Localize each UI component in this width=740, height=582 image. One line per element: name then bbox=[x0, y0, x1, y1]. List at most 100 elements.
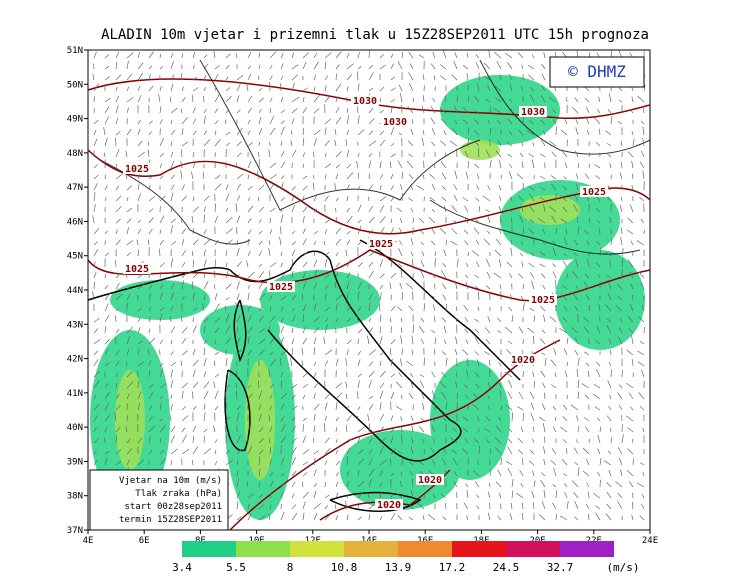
wind-arrow bbox=[137, 437, 143, 444]
wind-arrow bbox=[440, 118, 447, 125]
wind-arrow bbox=[451, 74, 458, 81]
wind-arrow bbox=[509, 163, 513, 169]
wind-arrow bbox=[432, 438, 436, 444]
wind-arrow bbox=[302, 384, 308, 389]
wind-arrow bbox=[159, 313, 163, 323]
wind-arrow bbox=[488, 50, 491, 59]
wind-arrow bbox=[104, 414, 111, 422]
wind-arrow bbox=[192, 446, 199, 455]
wind-arrow bbox=[148, 449, 153, 455]
wind-arrow bbox=[268, 248, 271, 257]
wind-arrow bbox=[617, 284, 623, 290]
wind-arrow bbox=[442, 50, 447, 59]
wind-arrow bbox=[313, 259, 318, 268]
wind-arrow bbox=[642, 471, 645, 477]
wind-arrow bbox=[280, 120, 285, 125]
wind-arrow bbox=[368, 261, 373, 268]
wind-arrow bbox=[291, 64, 299, 70]
wind-arrow bbox=[346, 272, 351, 279]
colorbar-swatch bbox=[182, 541, 236, 557]
wind-arrow bbox=[454, 280, 458, 290]
wind-arrow bbox=[423, 515, 425, 521]
wind-arrow bbox=[640, 218, 645, 224]
wind-arrow bbox=[594, 117, 601, 125]
wind-arrow bbox=[148, 328, 151, 334]
wind-arrow bbox=[181, 272, 187, 279]
wind-arrow bbox=[357, 306, 362, 312]
wind-arrow bbox=[455, 306, 458, 312]
wind-arrow bbox=[225, 358, 228, 367]
wind-arrow bbox=[563, 176, 568, 180]
wind-arrow bbox=[115, 426, 121, 433]
wind-arrow bbox=[357, 204, 362, 213]
borders bbox=[99, 59, 651, 255]
wind-arrow bbox=[610, 115, 613, 125]
wind-arrow bbox=[291, 249, 296, 257]
wind-arrow bbox=[574, 516, 579, 521]
wind-arrow bbox=[357, 115, 360, 125]
wind-arrow bbox=[552, 119, 557, 125]
wind-arrow bbox=[605, 513, 612, 521]
wind-arrow bbox=[104, 383, 108, 389]
wind-arrow bbox=[192, 382, 199, 389]
wind-arrow bbox=[609, 163, 612, 169]
wind-arrow bbox=[324, 229, 328, 235]
wind-arrow bbox=[539, 251, 546, 257]
wind-arrow bbox=[379, 54, 384, 59]
wind-arrow bbox=[476, 184, 480, 191]
wind-arrow bbox=[559, 426, 568, 433]
wind-arrow bbox=[398, 84, 403, 92]
wind-arrow bbox=[225, 227, 233, 235]
wind-arrow bbox=[379, 130, 385, 136]
wind-arrow bbox=[324, 448, 331, 455]
wind-arrow bbox=[335, 427, 337, 433]
wind-arrow bbox=[594, 384, 601, 389]
wind-arrow bbox=[257, 196, 260, 202]
wind-arrow bbox=[627, 151, 634, 158]
colorbar-swatch bbox=[236, 541, 290, 557]
wind-arrow bbox=[335, 73, 337, 81]
wind-arrow bbox=[357, 359, 361, 367]
wind-arrow bbox=[475, 141, 480, 147]
wind-arrow bbox=[225, 109, 230, 114]
wind-arrow bbox=[126, 52, 134, 59]
wind-arrow bbox=[236, 412, 240, 422]
wind-arrow bbox=[268, 240, 271, 246]
wind-arrow bbox=[575, 173, 579, 180]
wind-arrow bbox=[530, 402, 535, 411]
wind-arrow bbox=[471, 250, 480, 257]
wind-arrow bbox=[137, 317, 141, 323]
wind-arrow bbox=[504, 371, 513, 378]
wind-arrow bbox=[192, 196, 195, 202]
wind-arrow bbox=[126, 207, 133, 213]
wind-arrow bbox=[462, 416, 469, 422]
colorbar-swatch bbox=[452, 541, 506, 557]
wind-arrow bbox=[430, 106, 436, 114]
wind-arrow bbox=[540, 472, 546, 477]
wind-arrow bbox=[93, 63, 95, 70]
wind-arrow bbox=[549, 206, 557, 213]
wind-arrow bbox=[631, 335, 634, 345]
wind-arrow bbox=[573, 239, 579, 246]
wind-arrow bbox=[511, 479, 514, 488]
wind-arrow bbox=[528, 228, 535, 235]
wind-arrow bbox=[335, 217, 338, 224]
colorbar-label: 17.2 bbox=[439, 561, 466, 574]
wind-arrow bbox=[560, 195, 568, 202]
wind-arrow bbox=[225, 76, 229, 81]
wind-arrow bbox=[379, 382, 385, 389]
wind-arrow bbox=[434, 163, 436, 169]
wind-arrow bbox=[291, 196, 295, 202]
wind-arrow bbox=[575, 258, 579, 268]
wind-arrow bbox=[115, 393, 120, 400]
wind-arrow bbox=[346, 239, 351, 246]
wind-arrow bbox=[225, 184, 229, 191]
wind-arrow bbox=[487, 405, 491, 411]
wind-arrow bbox=[596, 241, 601, 246]
wind-arrow bbox=[476, 359, 480, 367]
wind-arrow bbox=[324, 284, 329, 290]
wind-arrow bbox=[379, 109, 384, 114]
wind-arrow bbox=[247, 326, 253, 334]
wind-arrow bbox=[498, 416, 502, 422]
isobar-label: 1025 bbox=[531, 295, 555, 306]
